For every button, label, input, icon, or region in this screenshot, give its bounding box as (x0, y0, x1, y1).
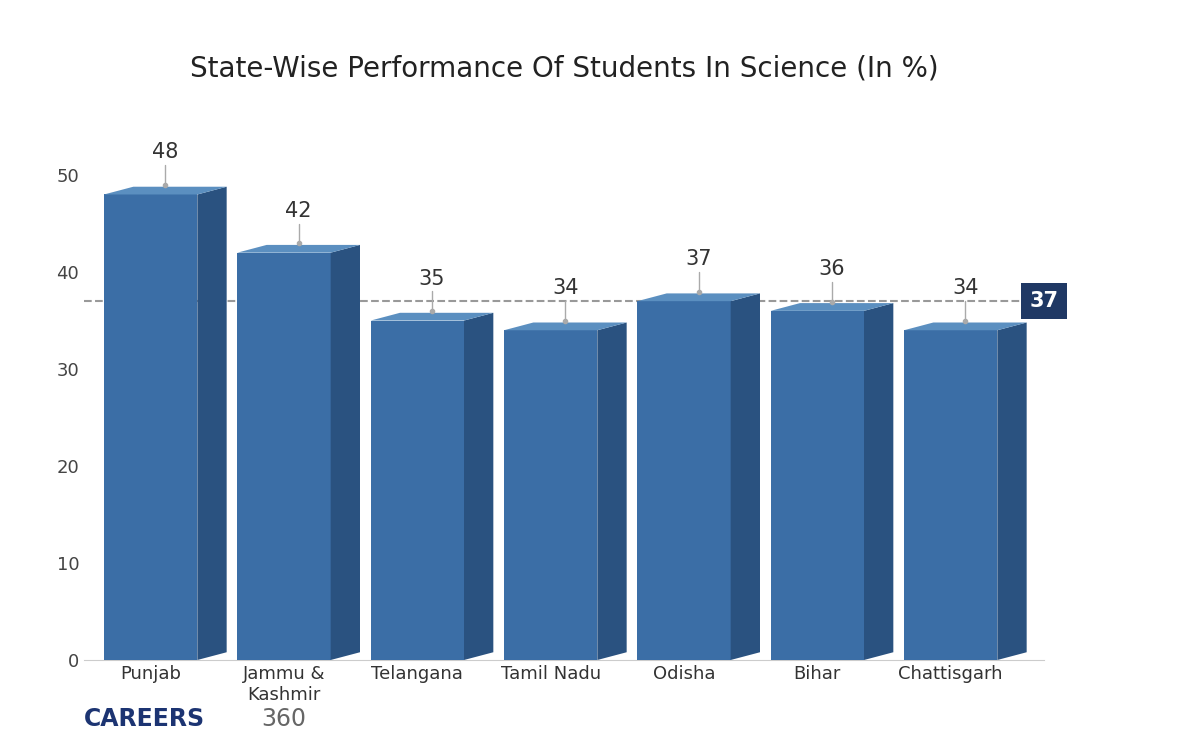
Polygon shape (504, 330, 598, 660)
Text: 34: 34 (952, 278, 978, 298)
Text: 42: 42 (286, 201, 312, 220)
Text: 48: 48 (152, 142, 179, 163)
Polygon shape (504, 322, 626, 330)
Polygon shape (731, 293, 760, 660)
Polygon shape (637, 302, 731, 660)
Text: 360: 360 (262, 707, 307, 731)
Text: CAREERS: CAREERS (84, 707, 205, 731)
Polygon shape (464, 313, 493, 660)
Polygon shape (997, 322, 1027, 660)
Polygon shape (864, 303, 893, 660)
Polygon shape (904, 330, 997, 660)
Polygon shape (197, 187, 227, 660)
Polygon shape (331, 245, 360, 660)
Polygon shape (637, 293, 760, 302)
Title: State-Wise Performance Of Students In Science (In %): State-Wise Performance Of Students In Sc… (190, 55, 938, 82)
Text: 37: 37 (1030, 291, 1058, 311)
Polygon shape (238, 253, 331, 660)
Polygon shape (904, 322, 1027, 330)
Polygon shape (770, 310, 864, 660)
Polygon shape (371, 313, 493, 320)
Polygon shape (770, 303, 893, 310)
Polygon shape (104, 187, 227, 194)
Polygon shape (104, 194, 197, 660)
Polygon shape (238, 245, 360, 253)
Text: 36: 36 (818, 259, 845, 279)
Text: 34: 34 (552, 278, 578, 298)
Polygon shape (371, 320, 464, 660)
Text: 35: 35 (419, 268, 445, 289)
Polygon shape (598, 322, 626, 660)
Text: 37: 37 (685, 249, 712, 269)
